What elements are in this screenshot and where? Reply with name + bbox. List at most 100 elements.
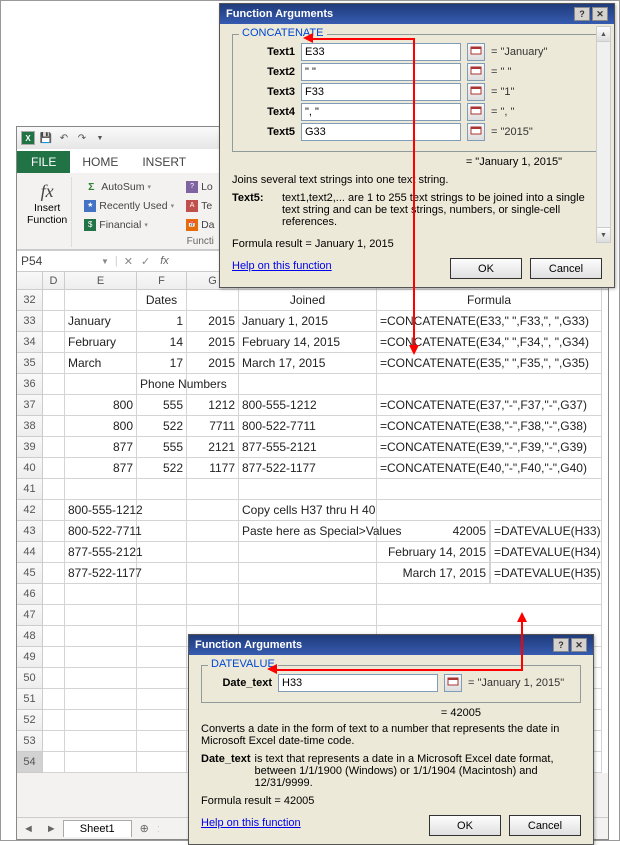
cell[interactable] (43, 647, 65, 668)
fx-label-icon[interactable]: fx (154, 255, 175, 267)
cell[interactable] (65, 752, 137, 773)
help-link[interactable]: Help on this function (201, 817, 301, 829)
cell[interactable]: 800-555-1212 (65, 500, 137, 521)
cancel-button[interactable]: Cancel (530, 258, 602, 279)
cell[interactable] (43, 479, 65, 500)
cell[interactable]: 17 (137, 353, 187, 374)
range-selector-icon[interactable] (467, 63, 485, 81)
tab-nav-next-icon[interactable]: ► (40, 823, 63, 835)
cell[interactable] (137, 500, 187, 521)
cell[interactable]: 877 (65, 437, 137, 458)
ok-button[interactable]: OK (450, 258, 522, 279)
cell[interactable]: Copy cells H37 thru H 40 (239, 500, 377, 521)
cell[interactable]: =CONCATENATE(E40,"-",F40,"-",G40) (377, 458, 602, 479)
cancel-formula-icon[interactable]: ✕ (120, 255, 137, 268)
ok-button[interactable]: OK (429, 815, 501, 836)
cell[interactable] (43, 374, 65, 395)
cell[interactable] (43, 353, 65, 374)
close-icon[interactable]: ✕ (571, 638, 587, 652)
cell[interactable] (43, 542, 65, 563)
cell[interactable]: January 1, 2015 (239, 311, 377, 332)
cell[interactable] (65, 605, 137, 626)
select-all-corner[interactable] (17, 272, 43, 289)
range-selector-icon[interactable] (467, 83, 485, 101)
row-header[interactable]: 52 (17, 710, 43, 731)
cell[interactable]: 14 (137, 332, 187, 353)
cell[interactable] (137, 584, 187, 605)
cell[interactable] (239, 374, 377, 395)
name-box[interactable]: P54 (17, 252, 97, 270)
cell[interactable] (43, 500, 65, 521)
cell[interactable]: 877-522-1177 (239, 458, 377, 479)
insert-function-button[interactable]: fx InsertFunction (23, 177, 72, 247)
save-icon[interactable]: 💾 (39, 131, 53, 145)
cell[interactable] (43, 290, 65, 311)
cell[interactable]: January (65, 311, 137, 332)
help-icon[interactable]: ? (574, 7, 590, 21)
row-header[interactable]: 41 (17, 479, 43, 500)
text-label[interactable]: Te (201, 200, 212, 212)
name-box-dropdown-icon[interactable]: ▼ (97, 257, 113, 266)
cell[interactable] (43, 731, 65, 752)
dialog-title-bar[interactable]: Function Arguments ? ✕ (189, 635, 593, 655)
cell[interactable]: 1212 (187, 395, 239, 416)
cell[interactable] (137, 731, 187, 752)
cell[interactable] (137, 542, 187, 563)
column-header[interactable]: E (65, 272, 137, 289)
cell[interactable] (239, 542, 377, 563)
row-header[interactable]: 36 (17, 374, 43, 395)
args-scrollbar[interactable]: ▲ ▼ (596, 26, 611, 243)
cell[interactable] (43, 668, 65, 689)
cell[interactable] (65, 710, 137, 731)
cell[interactable]: 877-555-2121 (239, 437, 377, 458)
cell[interactable]: 877 (65, 458, 137, 479)
cell[interactable] (65, 584, 137, 605)
new-sheet-icon[interactable]: ⊕ (132, 822, 157, 835)
cell[interactable]: 2121 (187, 437, 239, 458)
range-selector-icon[interactable] (444, 674, 462, 692)
cell[interactable]: =CONCATENATE(E33," ",F33,", ",G33) (377, 311, 602, 332)
cell[interactable]: February (65, 332, 137, 353)
cell[interactable]: Phone Numbers (137, 374, 187, 395)
cell[interactable]: 2015 (187, 353, 239, 374)
cell[interactable] (43, 563, 65, 584)
tab-home[interactable]: HOME (70, 151, 130, 173)
close-icon[interactable]: ✕ (592, 7, 608, 21)
row-header[interactable]: 47 (17, 605, 43, 626)
dropdown-icon[interactable]: ▾ (144, 221, 148, 229)
cell[interactable]: =DATEVALUE(H33) (490, 521, 602, 542)
cell[interactable] (65, 374, 137, 395)
range-selector-icon[interactable] (467, 43, 485, 61)
cell[interactable]: 522 (137, 458, 187, 479)
tab-nav-prev-icon[interactable]: ◄ (17, 823, 40, 835)
row-header[interactable]: 32 (17, 290, 43, 311)
cell[interactable] (65, 626, 137, 647)
cell[interactable]: 800-522-7711 (239, 416, 377, 437)
cell[interactable] (43, 752, 65, 773)
cell[interactable] (137, 668, 187, 689)
range-selector-icon[interactable] (467, 103, 485, 121)
cell[interactable]: =CONCATENATE(E38,"-",F38,"-",G38) (377, 416, 602, 437)
row-header[interactable]: 33 (17, 311, 43, 332)
row-header[interactable]: 46 (17, 584, 43, 605)
tab-insert[interactable]: INSERT (130, 151, 198, 173)
cell[interactable] (43, 689, 65, 710)
cell[interactable] (187, 584, 239, 605)
help-link[interactable]: Help on this function (232, 260, 332, 272)
cell[interactable] (377, 479, 602, 500)
cell[interactable] (43, 710, 65, 731)
cell[interactable] (65, 479, 137, 500)
cell[interactable] (65, 689, 137, 710)
cell[interactable] (187, 605, 239, 626)
range-selector-icon[interactable] (467, 123, 485, 141)
scroll-down-icon[interactable]: ▼ (597, 227, 610, 242)
cell[interactable]: 7711 (187, 416, 239, 437)
cell[interactable] (43, 584, 65, 605)
row-header[interactable]: 54 (17, 752, 43, 773)
cell[interactable] (239, 479, 377, 500)
column-header[interactable]: D (43, 272, 65, 289)
cell[interactable] (137, 479, 187, 500)
cell[interactable]: =CONCATENATE(E39,"-",F39,"-",G39) (377, 437, 602, 458)
cell[interactable] (137, 752, 187, 773)
dropdown-icon[interactable]: ▾ (171, 202, 175, 210)
